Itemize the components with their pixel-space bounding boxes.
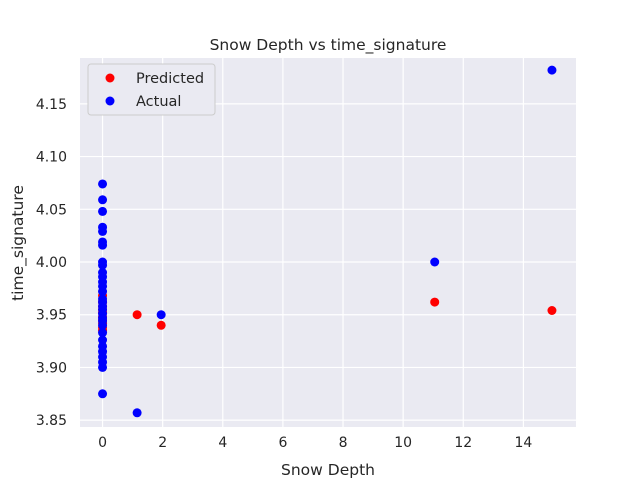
grid-lines	[80, 58, 576, 427]
x-tick-label: 6	[278, 435, 287, 451]
legend-label-predicted: Predicted	[136, 71, 204, 87]
y-tick-label: 3.90	[36, 360, 67, 376]
y-tick-label: 3.95	[36, 308, 67, 324]
actual-point	[98, 206, 108, 216]
predicted-point	[156, 320, 166, 330]
legend: Predicted Actual	[87, 63, 216, 116]
y-axis-title: time_signature	[9, 185, 28, 301]
actual-point	[98, 389, 108, 399]
actual-point	[98, 287, 108, 297]
x-tick-label: 4	[218, 435, 227, 451]
x-tick-label: 8	[339, 435, 348, 451]
actual-point	[430, 257, 440, 267]
x-tick-label: 14	[514, 435, 532, 451]
y-tick-label: 4.00	[36, 255, 67, 271]
legend-marker-actual	[105, 96, 115, 106]
legend-box	[87, 63, 216, 116]
predicted-point	[430, 297, 440, 307]
legend-label-actual: Actual	[136, 94, 181, 110]
x-axis-title: Snow Depth	[281, 461, 375, 479]
actual-point	[98, 320, 108, 330]
chart-title: Snow Depth vs time_signature	[210, 36, 447, 55]
predicted-point	[547, 306, 557, 316]
y-tick-label: 4.15	[36, 97, 67, 113]
actual-point	[132, 408, 142, 418]
x-tick-label: 2	[158, 435, 167, 451]
actual-point	[98, 362, 108, 372]
y-tick-labels: 3.85 3.90 3.95 4.00 4.05 4.10 4.15	[36, 97, 67, 429]
actual-point	[98, 195, 108, 205]
y-tick-label: 4.05	[36, 202, 67, 218]
actual-point	[98, 179, 108, 189]
legend-marker-predicted	[105, 73, 115, 83]
y-tick-label: 3.85	[36, 413, 67, 429]
x-tick-labels: 0 2 4 6 8 10 12 14	[98, 435, 532, 451]
actual-point	[156, 310, 166, 320]
actual-point	[98, 335, 108, 345]
actual-point	[98, 240, 108, 250]
actual-point	[547, 65, 557, 75]
y-tick-label: 4.10	[36, 150, 67, 166]
actual-point	[98, 328, 108, 338]
x-tick-label: 0	[98, 435, 107, 451]
x-tick-label: 10	[394, 435, 412, 451]
actual-point	[98, 260, 108, 270]
data-points	[98, 65, 557, 418]
predicted-point	[132, 310, 142, 320]
actual-point	[98, 226, 108, 236]
x-tick-label: 12	[454, 435, 472, 451]
